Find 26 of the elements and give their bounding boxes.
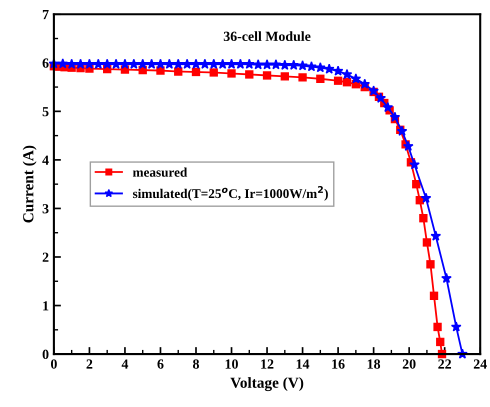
y-tick-label: 6: [42, 58, 49, 68]
x-tick-label: 2: [86, 359, 92, 369]
x-tick-label: 14: [296, 359, 310, 369]
y-tick-label: 1: [43, 301, 48, 310]
x-tick-label: 8: [192, 359, 200, 369]
x-tick-label: 20: [402, 359, 416, 369]
x-tick-label: 4: [122, 359, 128, 369]
y-tick-label: 5: [42, 107, 49, 116]
x-axis-title: Voltage (V): [230, 377, 304, 392]
x-tick-label: 22: [438, 359, 452, 369]
text: 36-cell Module: [224, 31, 310, 42]
x-tick-label: 0: [50, 359, 57, 369]
y-tick-label: 2: [42, 252, 48, 262]
y-tick-label: 7: [42, 10, 49, 20]
x-tick-label: 12: [261, 359, 274, 369]
x-tick-label: 6: [157, 359, 164, 369]
y-tick-label: 4: [42, 156, 49, 165]
x-tick-label: 24: [474, 359, 487, 369]
legend-label: simulated(T=25$^{o}$C, Ir=1000W/m$^{2}$): [132, 186, 328, 201]
y-tick-label: 0: [42, 350, 49, 360]
y-axis-title: Current (A): [22, 146, 37, 223]
legend-label: measured: [132, 167, 188, 177]
x-tick-label: 16: [332, 359, 345, 369]
y-tick-label: 3: [42, 204, 49, 214]
x-tick-label: 10: [226, 359, 238, 369]
x-tick-label: 18: [368, 359, 380, 369]
